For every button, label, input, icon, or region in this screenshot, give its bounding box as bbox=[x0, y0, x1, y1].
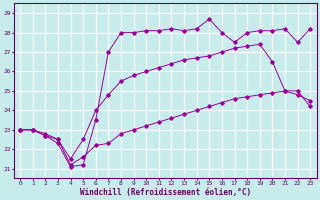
X-axis label: Windchill (Refroidissement éolien,°C): Windchill (Refroidissement éolien,°C) bbox=[80, 188, 251, 197]
